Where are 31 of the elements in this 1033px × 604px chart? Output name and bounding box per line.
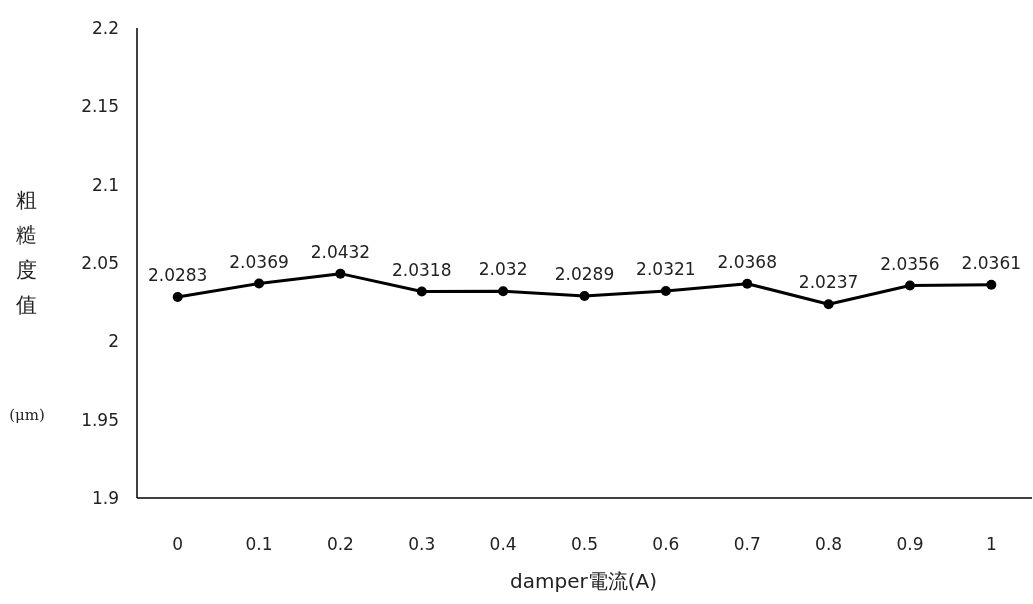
y-tick-label: 1.9 (91, 488, 119, 508)
x-tick-label: 0.2 (326, 534, 354, 554)
y-tick-label: 2 (108, 331, 119, 352)
x-tick-label: 0.4 (489, 534, 517, 554)
data-label: 2.0321 (636, 259, 696, 280)
y-tick-label: 2.15 (81, 96, 119, 117)
y-tick-label: 2.2 (91, 18, 119, 38)
y-tick-label: 2.05 (81, 253, 119, 273)
data-label: 2.0318 (392, 259, 452, 280)
x-tick-label: 0.7 (733, 534, 761, 554)
x-tick-label: 0.6 (652, 534, 680, 554)
x-tick-label: 0 (172, 534, 184, 554)
data-label: 2.0369 (229, 251, 289, 272)
text: 粗糙度值(μm) (9, 188, 45, 424)
x-tick-label: 0.5 (570, 534, 599, 554)
data-label: 2.0283 (147, 265, 208, 285)
data-label: 2.032 (478, 259, 528, 280)
y-tick-label: 2.1 (91, 174, 119, 195)
x-tick-label: 1 (985, 534, 997, 554)
x-tick-label: 0.8 (815, 534, 843, 554)
data-label: 2.0361 (961, 252, 1022, 273)
data-label: 2.0432 (310, 241, 371, 262)
y-tick-label: 1.95 (81, 409, 119, 430)
x-tick-label: 0.1 (245, 534, 273, 554)
x-tick-label: 0.9 (896, 534, 924, 554)
data-label: 2.0289 (554, 264, 615, 285)
x-axis-title: damper電流(A) (510, 569, 657, 593)
data-label: 2.0237 (798, 272, 859, 293)
data-label: 2.0356 (880, 253, 940, 274)
data-label: 2.0368 (717, 251, 777, 272)
x-tick-label: 0.3 (408, 534, 436, 554)
